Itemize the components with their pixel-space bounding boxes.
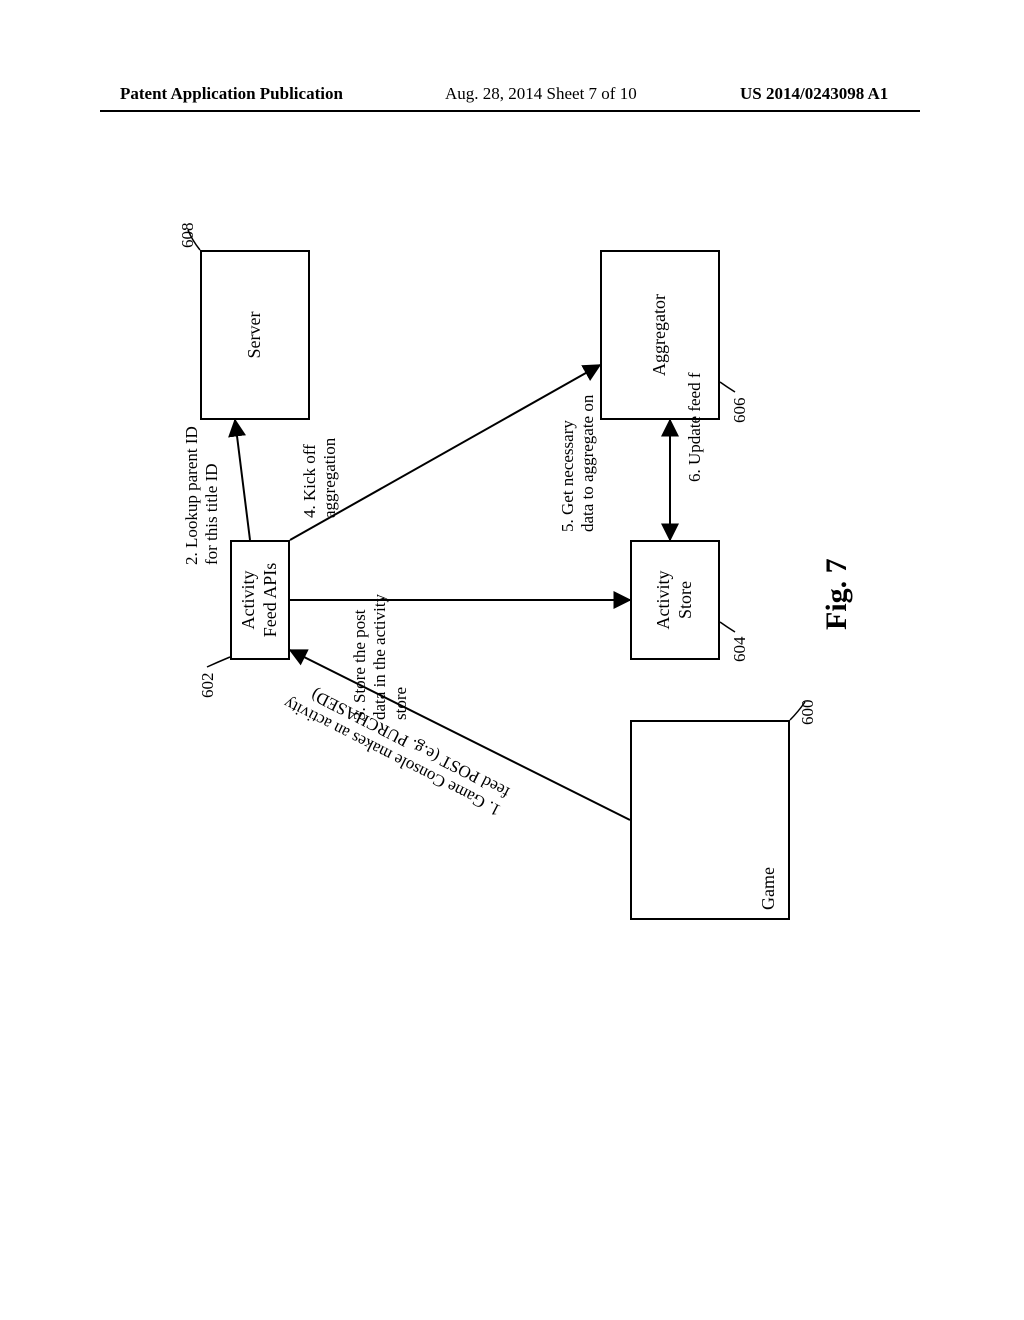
header-rule [100, 110, 920, 112]
edge-3-label: 3. Store the post data in the activity s… [350, 594, 411, 720]
header-right: US 2014/0243098 A1 [740, 84, 888, 104]
edge-2-apis-to-server [235, 420, 250, 540]
edge-6-label: 6. Update feed f [685, 372, 705, 482]
ref-600-curve [790, 702, 805, 720]
header-left: Patent Application Publication [120, 84, 343, 104]
edge-4-label: 4. Kick off aggregation [300, 438, 341, 518]
figure-caption: Fig. 7 [820, 558, 854, 630]
page: Patent Application Publication Aug. 28, … [0, 0, 1024, 1320]
ref-604-curve [720, 622, 735, 632]
figure-7-diagram: Game 600 Activity Feed APIs 602 Activity… [150, 250, 850, 950]
arrows-overlay [150, 250, 850, 950]
ref-606-curve [720, 382, 735, 392]
header-center: Aug. 28, 2014 Sheet 7 of 10 [445, 84, 637, 104]
edge-5-label: 5. Get necessary data to aggregate on [558, 395, 599, 532]
edge-2-label: 2. Lookup parent ID for this title ID [182, 426, 223, 565]
ref-602-curve [207, 657, 230, 667]
